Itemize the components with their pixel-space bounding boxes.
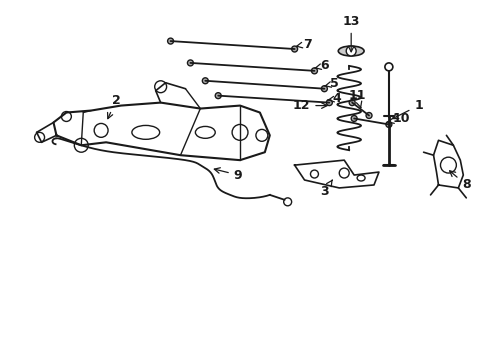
Circle shape xyxy=(346,46,356,56)
Circle shape xyxy=(168,38,173,44)
Text: 7: 7 xyxy=(296,37,312,50)
Circle shape xyxy=(321,86,327,92)
Text: 10: 10 xyxy=(388,112,411,125)
Circle shape xyxy=(351,116,357,121)
Text: 1: 1 xyxy=(392,99,423,118)
Circle shape xyxy=(326,100,332,105)
Text: 5: 5 xyxy=(324,77,339,90)
Text: 13: 13 xyxy=(343,15,360,52)
Text: 12: 12 xyxy=(293,99,327,112)
Circle shape xyxy=(215,93,221,99)
Circle shape xyxy=(202,78,208,84)
Text: 4: 4 xyxy=(327,92,342,105)
Text: 6: 6 xyxy=(315,59,329,72)
Text: 3: 3 xyxy=(320,180,332,198)
Circle shape xyxy=(386,121,392,127)
Text: 2: 2 xyxy=(108,94,121,119)
Circle shape xyxy=(366,113,372,118)
Text: 8: 8 xyxy=(450,171,470,192)
Circle shape xyxy=(349,100,355,105)
Circle shape xyxy=(292,46,297,52)
Circle shape xyxy=(188,60,194,66)
Text: 11: 11 xyxy=(348,89,366,108)
Circle shape xyxy=(312,68,318,74)
Text: 9: 9 xyxy=(214,168,243,181)
Ellipse shape xyxy=(338,46,364,56)
